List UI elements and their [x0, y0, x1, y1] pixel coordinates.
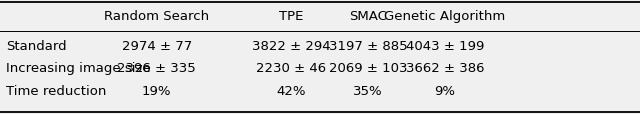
Text: 19%: 19%	[142, 85, 172, 98]
Text: TPE: TPE	[279, 9, 303, 22]
Text: 3197 ± 885: 3197 ± 885	[329, 39, 407, 52]
Text: 2974 ± 77: 2974 ± 77	[122, 39, 192, 52]
Text: 2230 ± 46: 2230 ± 46	[256, 62, 326, 75]
Text: 35%: 35%	[353, 85, 383, 98]
Text: Genetic Algorithm: Genetic Algorithm	[384, 9, 506, 22]
Text: 4043 ± 199: 4043 ± 199	[406, 39, 484, 52]
Text: 42%: 42%	[276, 85, 306, 98]
Text: Increasing image size: Increasing image size	[6, 62, 151, 75]
Text: Standard: Standard	[6, 39, 67, 52]
Text: 2396 ± 335: 2396 ± 335	[117, 62, 196, 75]
Text: 3662 ± 386: 3662 ± 386	[406, 62, 484, 75]
Text: 3822 ± 294: 3822 ± 294	[252, 39, 330, 52]
Text: 2069 ± 103: 2069 ± 103	[329, 62, 407, 75]
Text: SMAC: SMAC	[349, 9, 387, 22]
Text: Time reduction: Time reduction	[6, 85, 107, 98]
Text: 9%: 9%	[435, 85, 455, 98]
Text: Random Search: Random Search	[104, 9, 209, 22]
